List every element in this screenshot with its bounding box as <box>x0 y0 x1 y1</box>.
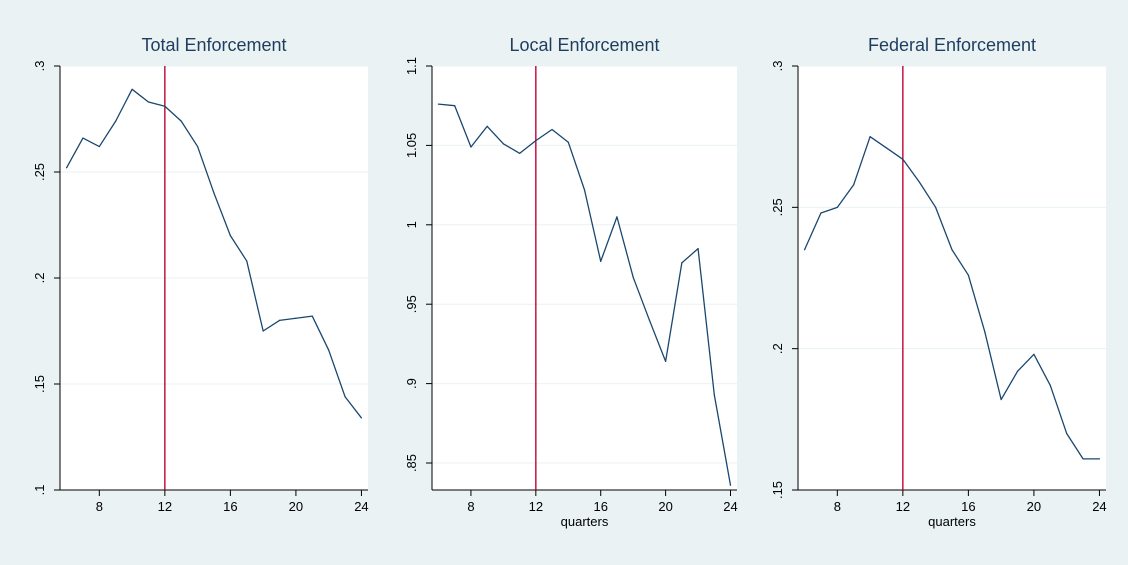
y-tick-label: .3 <box>32 61 47 72</box>
data-point <box>454 105 456 107</box>
chart-panel-1: Total Enforcement .1 .15 .2 .25 .3 8 12 16 20 24 <box>4 30 376 562</box>
data-point <box>600 260 602 262</box>
data-point <box>262 330 264 332</box>
x-tick-label: 8 <box>96 499 103 514</box>
data-point <box>164 105 166 107</box>
y-tick-label: .1 <box>32 485 47 496</box>
data-point <box>984 331 986 333</box>
data-point <box>98 145 100 148</box>
y-tick-label: .9 <box>404 378 419 389</box>
data-point <box>360 417 363 419</box>
data-point <box>729 484 732 486</box>
x-tick-label: 12 <box>896 499 910 514</box>
data-point <box>853 184 855 186</box>
data-point <box>918 181 920 183</box>
chart-title: Total Enforcement <box>141 35 286 55</box>
x-tick-label: 16 <box>593 499 607 514</box>
y-tick-label: 1 <box>404 221 419 228</box>
y-tick-label: .15 <box>770 481 785 499</box>
x-tick-label: 12 <box>529 499 543 514</box>
data-point <box>197 145 199 148</box>
x-axis-label: quarters <box>928 514 976 529</box>
data-point <box>567 141 569 143</box>
data-point <box>213 192 215 194</box>
data-point <box>115 120 117 122</box>
x-tick-label: 16 <box>223 499 237 514</box>
data-point <box>1082 458 1084 460</box>
data-point <box>131 88 133 90</box>
y-tick-label: .2 <box>770 343 785 354</box>
data-point <box>486 125 488 127</box>
x-tick-label: 8 <box>467 499 474 514</box>
data-point <box>1049 384 1051 387</box>
chart-title: Federal Enforcement <box>868 35 1036 55</box>
x-tick-label: 16 <box>961 499 975 514</box>
data-point <box>583 189 586 191</box>
data-point <box>697 248 699 250</box>
data-point <box>229 235 231 237</box>
x-tick-label: 24 <box>723 499 737 514</box>
data-point <box>665 360 667 362</box>
data-point <box>951 249 953 251</box>
data-point <box>535 140 537 142</box>
plot-area <box>432 66 737 490</box>
data-point <box>902 158 904 160</box>
data-point <box>869 136 871 138</box>
data-point <box>180 120 182 122</box>
data-point <box>311 315 313 317</box>
y-tick-label: .2 <box>32 273 47 284</box>
data-point <box>1016 370 1019 372</box>
data-point <box>519 152 521 154</box>
chart-panel-2: Local Enforcement .85 .9 .95 1 1.05 1.1 8 12 16 20… <box>376 30 752 562</box>
data-point <box>1098 458 1101 460</box>
y-tick-label: .85 <box>404 454 419 472</box>
plot-area <box>798 66 1106 490</box>
data-point <box>295 317 297 319</box>
data-point <box>803 249 806 251</box>
data-point <box>713 394 715 396</box>
data-point <box>1033 353 1035 355</box>
x-tick-label: 20 <box>658 499 672 514</box>
data-point <box>278 319 281 321</box>
x-tick-label: 12 <box>158 499 172 514</box>
data-point <box>632 276 634 278</box>
data-point <box>885 147 888 149</box>
data-point <box>836 206 838 208</box>
data-point <box>344 396 346 398</box>
x-tick-label: 24 <box>1092 499 1106 514</box>
y-tick-label: .25 <box>32 163 47 181</box>
y-tick-label: .15 <box>32 375 47 393</box>
y-tick-label: .3 <box>770 61 785 72</box>
data-point <box>1000 398 1002 401</box>
data-point <box>328 349 330 351</box>
x-tick-label: 20 <box>1027 499 1041 514</box>
data-point <box>65 167 68 169</box>
data-point <box>82 137 84 139</box>
y-tick-label: 1.1 <box>404 57 419 75</box>
x-tick-label: 8 <box>834 499 841 514</box>
data-point <box>648 319 650 321</box>
data-point <box>967 274 969 276</box>
data-point <box>437 103 440 105</box>
x-axis-label: quarters <box>561 514 609 529</box>
chart-panel-3: Federal Enforcement .15 .2 .25 .3 8 12 16 20 24 qu… <box>752 30 1124 562</box>
data-point <box>502 143 504 145</box>
x-tick-label: 20 <box>289 499 303 514</box>
data-point <box>470 146 472 148</box>
data-point <box>1066 432 1068 435</box>
data-point <box>246 260 248 262</box>
data-point <box>551 128 553 131</box>
data-point <box>681 262 683 264</box>
data-point <box>616 216 618 218</box>
y-tick-label: .95 <box>404 295 419 313</box>
data-point <box>820 212 822 214</box>
y-tick-label: 1.05 <box>404 133 419 158</box>
y-tick-label: .25 <box>770 198 785 216</box>
chart-title: Local Enforcement <box>509 35 659 55</box>
x-tick-label: 24 <box>354 499 368 514</box>
data-point <box>147 101 150 103</box>
data-point <box>935 206 937 208</box>
